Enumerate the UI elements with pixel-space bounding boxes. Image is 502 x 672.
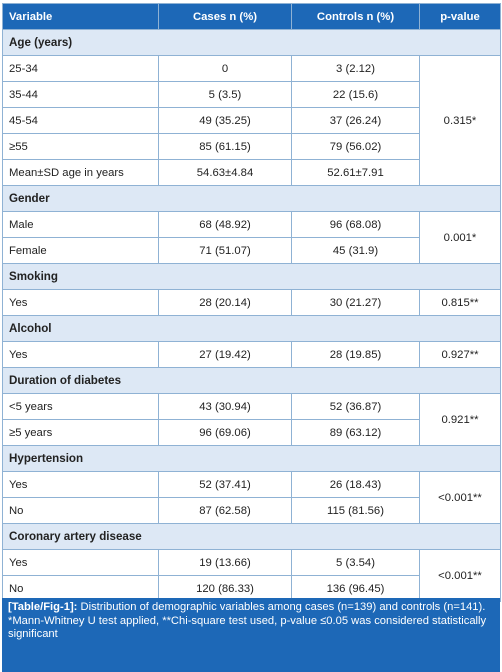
controls-value: 3 (2.12) <box>291 55 420 82</box>
section-row: Alcohol <box>2 315 501 342</box>
table-row: Yes 19 (13.66) 5 (3.54) <0.001** <box>2 549 501 602</box>
p-value: <0.001** <box>419 471 501 524</box>
table-header-row: Variable Cases n (%) Controls n (%) p-va… <box>2 3 501 30</box>
section-title: Smoking <box>2 263 501 290</box>
cases-value: 71 (51.07) <box>158 237 292 264</box>
table-row: Yes 52 (37.41) 26 (18.43) <0.001** <box>2 471 501 524</box>
caption-text: Distribution of demographic variables am… <box>77 601 486 613</box>
header-variable: Variable <box>2 3 159 30</box>
row-label: 25-34 <box>2 55 159 82</box>
section-row: Duration of diabetes <box>2 367 501 394</box>
table-row: ≥55 85 (61.15) 79 (56.02) <box>2 133 501 160</box>
section-row: Smoking <box>2 263 501 290</box>
cases-value: 28 (20.14) <box>158 289 292 316</box>
row-label: Male <box>2 211 159 238</box>
controls-value: 115 (81.56) <box>291 497 420 524</box>
section-row: Coronary artery disease <box>2 523 501 550</box>
header-controls: Controls n (%) <box>291 3 420 30</box>
p-value: <0.001** <box>419 549 501 602</box>
cases-value: 52 (37.41) <box>158 471 292 498</box>
controls-value: 52.61±7.91 <box>291 159 420 186</box>
cases-value: 120 (86.33) <box>158 575 292 602</box>
controls-value: 52 (36.87) <box>291 393 420 420</box>
table-row: Female 71 (51.07) 45 (31.9) <box>2 237 501 264</box>
cases-value: 54.63±4.84 <box>158 159 292 186</box>
header-cases: Cases n (%) <box>158 3 292 30</box>
controls-value: 89 (63.12) <box>291 419 420 446</box>
section-title: Hypertension <box>2 445 501 472</box>
row-label: 45-54 <box>2 107 159 134</box>
cases-value: 49 (35.25) <box>158 107 292 134</box>
cases-value: 5 (3.5) <box>158 81 292 108</box>
section-row: Gender <box>2 185 501 212</box>
row-label: ≥55 <box>2 133 159 160</box>
p-value: 0.927** <box>419 341 501 368</box>
cases-value: 27 (19.42) <box>158 341 292 368</box>
row-label: <5 years <box>2 393 159 420</box>
p-value: 0.815** <box>419 289 501 316</box>
section-row: Hypertension <box>2 445 501 472</box>
section-title: Duration of diabetes <box>2 367 501 394</box>
cases-value: 87 (62.58) <box>158 497 292 524</box>
cases-value: 0 <box>158 55 292 82</box>
controls-value: 37 (26.24) <box>291 107 420 134</box>
controls-value: 30 (21.27) <box>291 289 420 316</box>
controls-value: 28 (19.85) <box>291 341 420 368</box>
table-caption: [Table/Fig-1]: Distribution of demograph… <box>2 598 500 672</box>
p-value: 0.921** <box>419 393 501 446</box>
section-title: Coronary artery disease <box>2 523 501 550</box>
cases-value: 43 (30.94) <box>158 393 292 420</box>
controls-value: 5 (3.54) <box>291 549 420 576</box>
row-label: Yes <box>2 289 159 316</box>
header-pvalue: p-value <box>419 3 501 30</box>
row-label: No <box>2 575 159 602</box>
controls-value: 26 (18.43) <box>291 471 420 498</box>
section-row: Age (years) <box>2 29 501 56</box>
p-value: 0.001* <box>419 211 501 264</box>
cases-value: 85 (61.15) <box>158 133 292 160</box>
row-label: Female <box>2 237 159 264</box>
row-label: Yes <box>2 471 159 498</box>
table-row: Yes 28 (20.14) 30 (21.27) 0.815** <box>2 289 501 316</box>
controls-value: 45 (31.9) <box>291 237 420 264</box>
caption-note: *Mann-Whitney U test applied, **Chi-squa… <box>8 614 487 641</box>
row-label: No <box>2 497 159 524</box>
table-body: Age (years) 25-34 0 3 (2.12) 0.315* 35-44 5 (3… <box>2 29 501 602</box>
cases-value: 68 (48.92) <box>158 211 292 238</box>
section-title: Alcohol <box>2 315 501 342</box>
table-row: No 87 (62.58) 115 (81.56) <box>2 497 501 524</box>
controls-value: 136 (96.45) <box>291 575 420 602</box>
table-row: Mean±SD age in years 54.63±4.84 52.61±7.91 <box>2 159 501 186</box>
controls-value: 79 (56.02) <box>291 133 420 160</box>
table-row: Yes 27 (19.42) 28 (19.85) 0.927** <box>2 341 501 368</box>
table-row: No 120 (86.33) 136 (96.45) <box>2 575 501 602</box>
row-label: 35-44 <box>2 81 159 108</box>
table-row: Male 68 (48.92) 96 (68.08) 0.001* <box>2 211 501 264</box>
cases-value: 19 (13.66) <box>158 549 292 576</box>
table-row: 25-34 0 3 (2.12) 0.315* <box>2 55 501 186</box>
table-row: 35-44 5 (3.5) 22 (15.6) <box>2 81 501 108</box>
caption-tag: [Table/Fig-1]: <box>8 601 78 613</box>
controls-value: 22 (15.6) <box>291 81 420 108</box>
p-value: 0.315* <box>419 55 501 186</box>
row-label: Yes <box>2 549 159 576</box>
controls-value: 96 (68.08) <box>291 211 420 238</box>
demographics-table: Variable Cases n (%) Controls n (%) p-va… <box>2 3 501 602</box>
section-title: Gender <box>2 185 501 212</box>
table-row: <5 years 43 (30.94) 52 (36.87) 0.921** <box>2 393 501 446</box>
row-label: ≥5 years <box>2 419 159 446</box>
row-label: Mean±SD age in years <box>2 159 159 186</box>
table-row: 45-54 49 (35.25) 37 (26.24) <box>2 107 501 134</box>
row-label: Yes <box>2 341 159 368</box>
cases-value: 96 (69.06) <box>158 419 292 446</box>
section-title: Age (years) <box>2 29 501 56</box>
